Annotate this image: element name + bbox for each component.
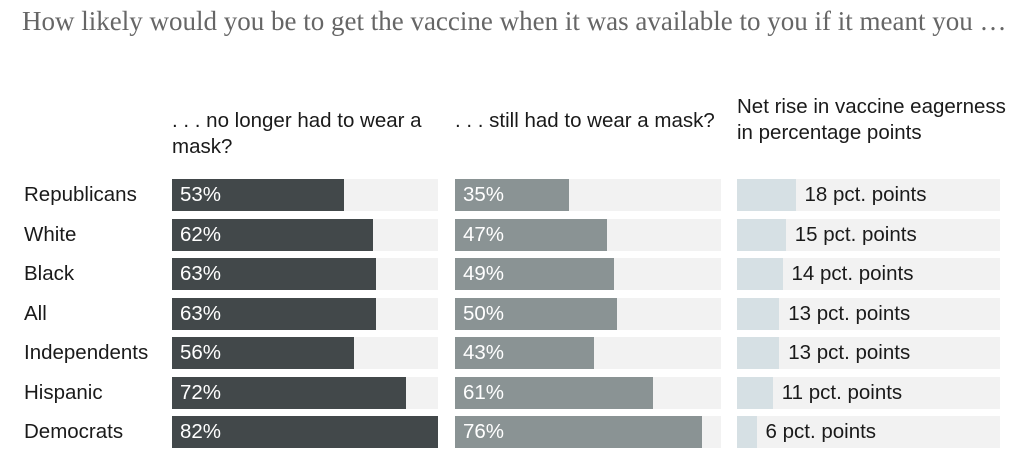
bar-mask	[455, 377, 653, 409]
bar-track-net: 18 pct. points	[737, 179, 1000, 211]
row-label: Black	[24, 262, 75, 285]
bar-track-net: 13 pct. points	[737, 337, 1000, 369]
bar-net-rise	[737, 219, 786, 251]
net-value-label: 15 pct. points	[794, 223, 917, 246]
bar-track-no-mask: 72%	[172, 377, 438, 409]
row-label: All	[24, 302, 47, 325]
bar-mask	[455, 258, 614, 290]
bar-track-net: 13 pct. points	[737, 298, 1000, 330]
bar-value-label: 53%	[180, 183, 222, 206]
row-label: Republicans	[24, 183, 137, 206]
bar-track-mask: 35%	[455, 179, 721, 211]
bar-track-no-mask: 82%	[172, 416, 438, 448]
bar-track-mask: 50%	[455, 298, 721, 330]
net-value-label: 14 pct. points	[791, 262, 914, 285]
bar-mask	[455, 298, 618, 330]
bar-no-mask	[172, 416, 438, 448]
net-value-label: 13 pct. points	[788, 302, 911, 325]
bar-value-label: 43%	[463, 341, 505, 364]
bar-track-net: 11 pct. points	[737, 377, 1000, 409]
bar-track-no-mask: 53%	[172, 179, 438, 211]
net-value-label: 13 pct. points	[788, 341, 911, 364]
bar-track-mask: 43%	[455, 337, 721, 369]
bar-value-label: 56%	[180, 341, 222, 364]
bar-track-mask: 47%	[455, 219, 721, 251]
bar-no-mask	[172, 179, 344, 211]
net-value-label: 6 pct. points	[765, 420, 877, 443]
bar-mask	[455, 337, 595, 369]
bar-track-no-mask: 56%	[172, 337, 438, 369]
bar-track-no-mask: 63%	[172, 298, 438, 330]
bar-value-label: 62%	[180, 223, 222, 246]
bar-track-net: 15 pct. points	[737, 219, 1000, 251]
bar-net-rise	[737, 337, 780, 369]
bar-track-no-mask: 63%	[172, 258, 438, 290]
row-label: Democrats	[24, 420, 124, 443]
row-label: White	[24, 223, 77, 246]
column-header-net-rise: Net rise in vaccine eagerness in percent…	[737, 95, 1006, 144]
bar-no-mask	[172, 258, 377, 290]
column-header-no-mask: . . . no longer had to wear a mask?	[172, 109, 422, 158]
bar-net-rise	[737, 258, 783, 290]
bar-net-rise	[737, 298, 780, 330]
bar-mask	[455, 219, 608, 251]
bar-value-label: 49%	[463, 262, 505, 285]
bar-track-net: 6 pct. points	[737, 416, 1000, 448]
bar-net-rise	[737, 179, 796, 211]
bar-mask	[455, 416, 702, 448]
bar-value-label: 35%	[463, 183, 505, 206]
bar-track-mask: 49%	[455, 258, 721, 290]
bar-no-mask	[172, 337, 354, 369]
bar-no-mask	[172, 298, 377, 330]
bar-track-mask: 76%	[455, 416, 721, 448]
bar-no-mask	[172, 377, 406, 409]
net-value-label: 18 pct. points	[804, 183, 927, 206]
bar-track-no-mask: 62%	[172, 219, 438, 251]
bar-track-net: 14 pct. points	[737, 258, 1000, 290]
bar-track-mask: 61%	[455, 377, 721, 409]
net-value-label: 11 pct. points	[781, 381, 903, 404]
bar-value-label: 72%	[180, 381, 222, 404]
bar-value-label: 63%	[180, 302, 222, 325]
bar-net-rise	[737, 377, 773, 409]
bar-value-label: 63%	[180, 262, 222, 285]
bar-mask	[455, 179, 569, 211]
bar-net-rise	[737, 416, 757, 448]
bar-value-label: 50%	[463, 302, 505, 325]
chart-title: How likely would you be to get the vacci…	[22, 6, 1007, 36]
row-label: Independents	[24, 341, 149, 364]
bar-value-label: 61%	[463, 381, 505, 404]
bar-value-label: 76%	[463, 420, 505, 443]
bar-no-mask	[172, 219, 374, 251]
bar-value-label: 47%	[463, 223, 505, 246]
bar-value-label: 82%	[180, 420, 222, 443]
row-label: Hispanic	[24, 381, 103, 404]
column-header-mask: . . . still had to wear a mask?	[455, 109, 715, 132]
